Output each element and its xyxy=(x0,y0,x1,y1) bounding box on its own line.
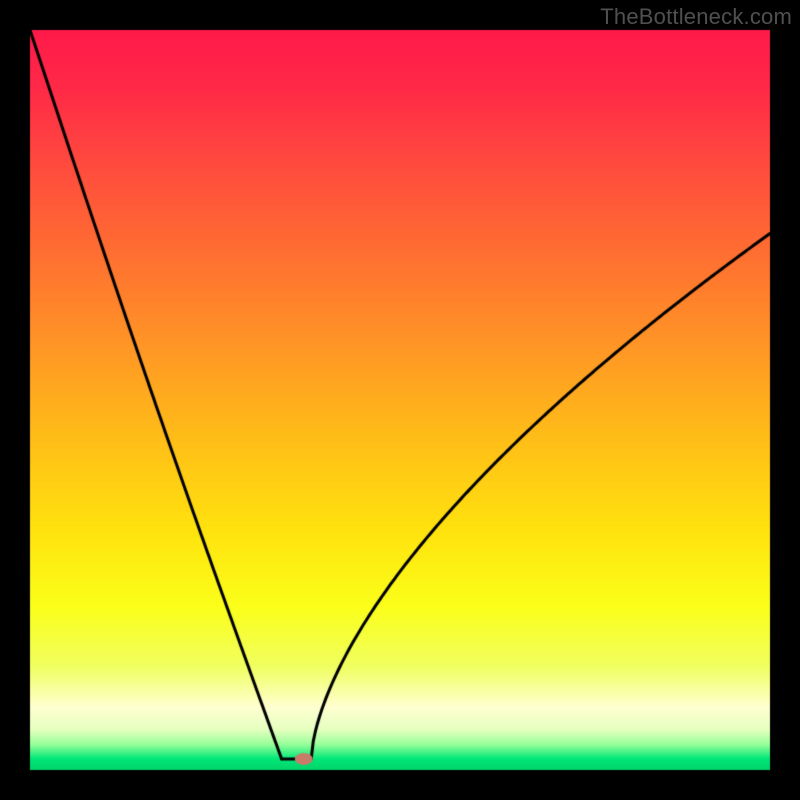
chart-container: TheBottleneck.com xyxy=(0,0,800,800)
watermark-text: TheBottleneck.com xyxy=(600,4,792,30)
bottleneck-chart-canvas xyxy=(0,0,800,800)
